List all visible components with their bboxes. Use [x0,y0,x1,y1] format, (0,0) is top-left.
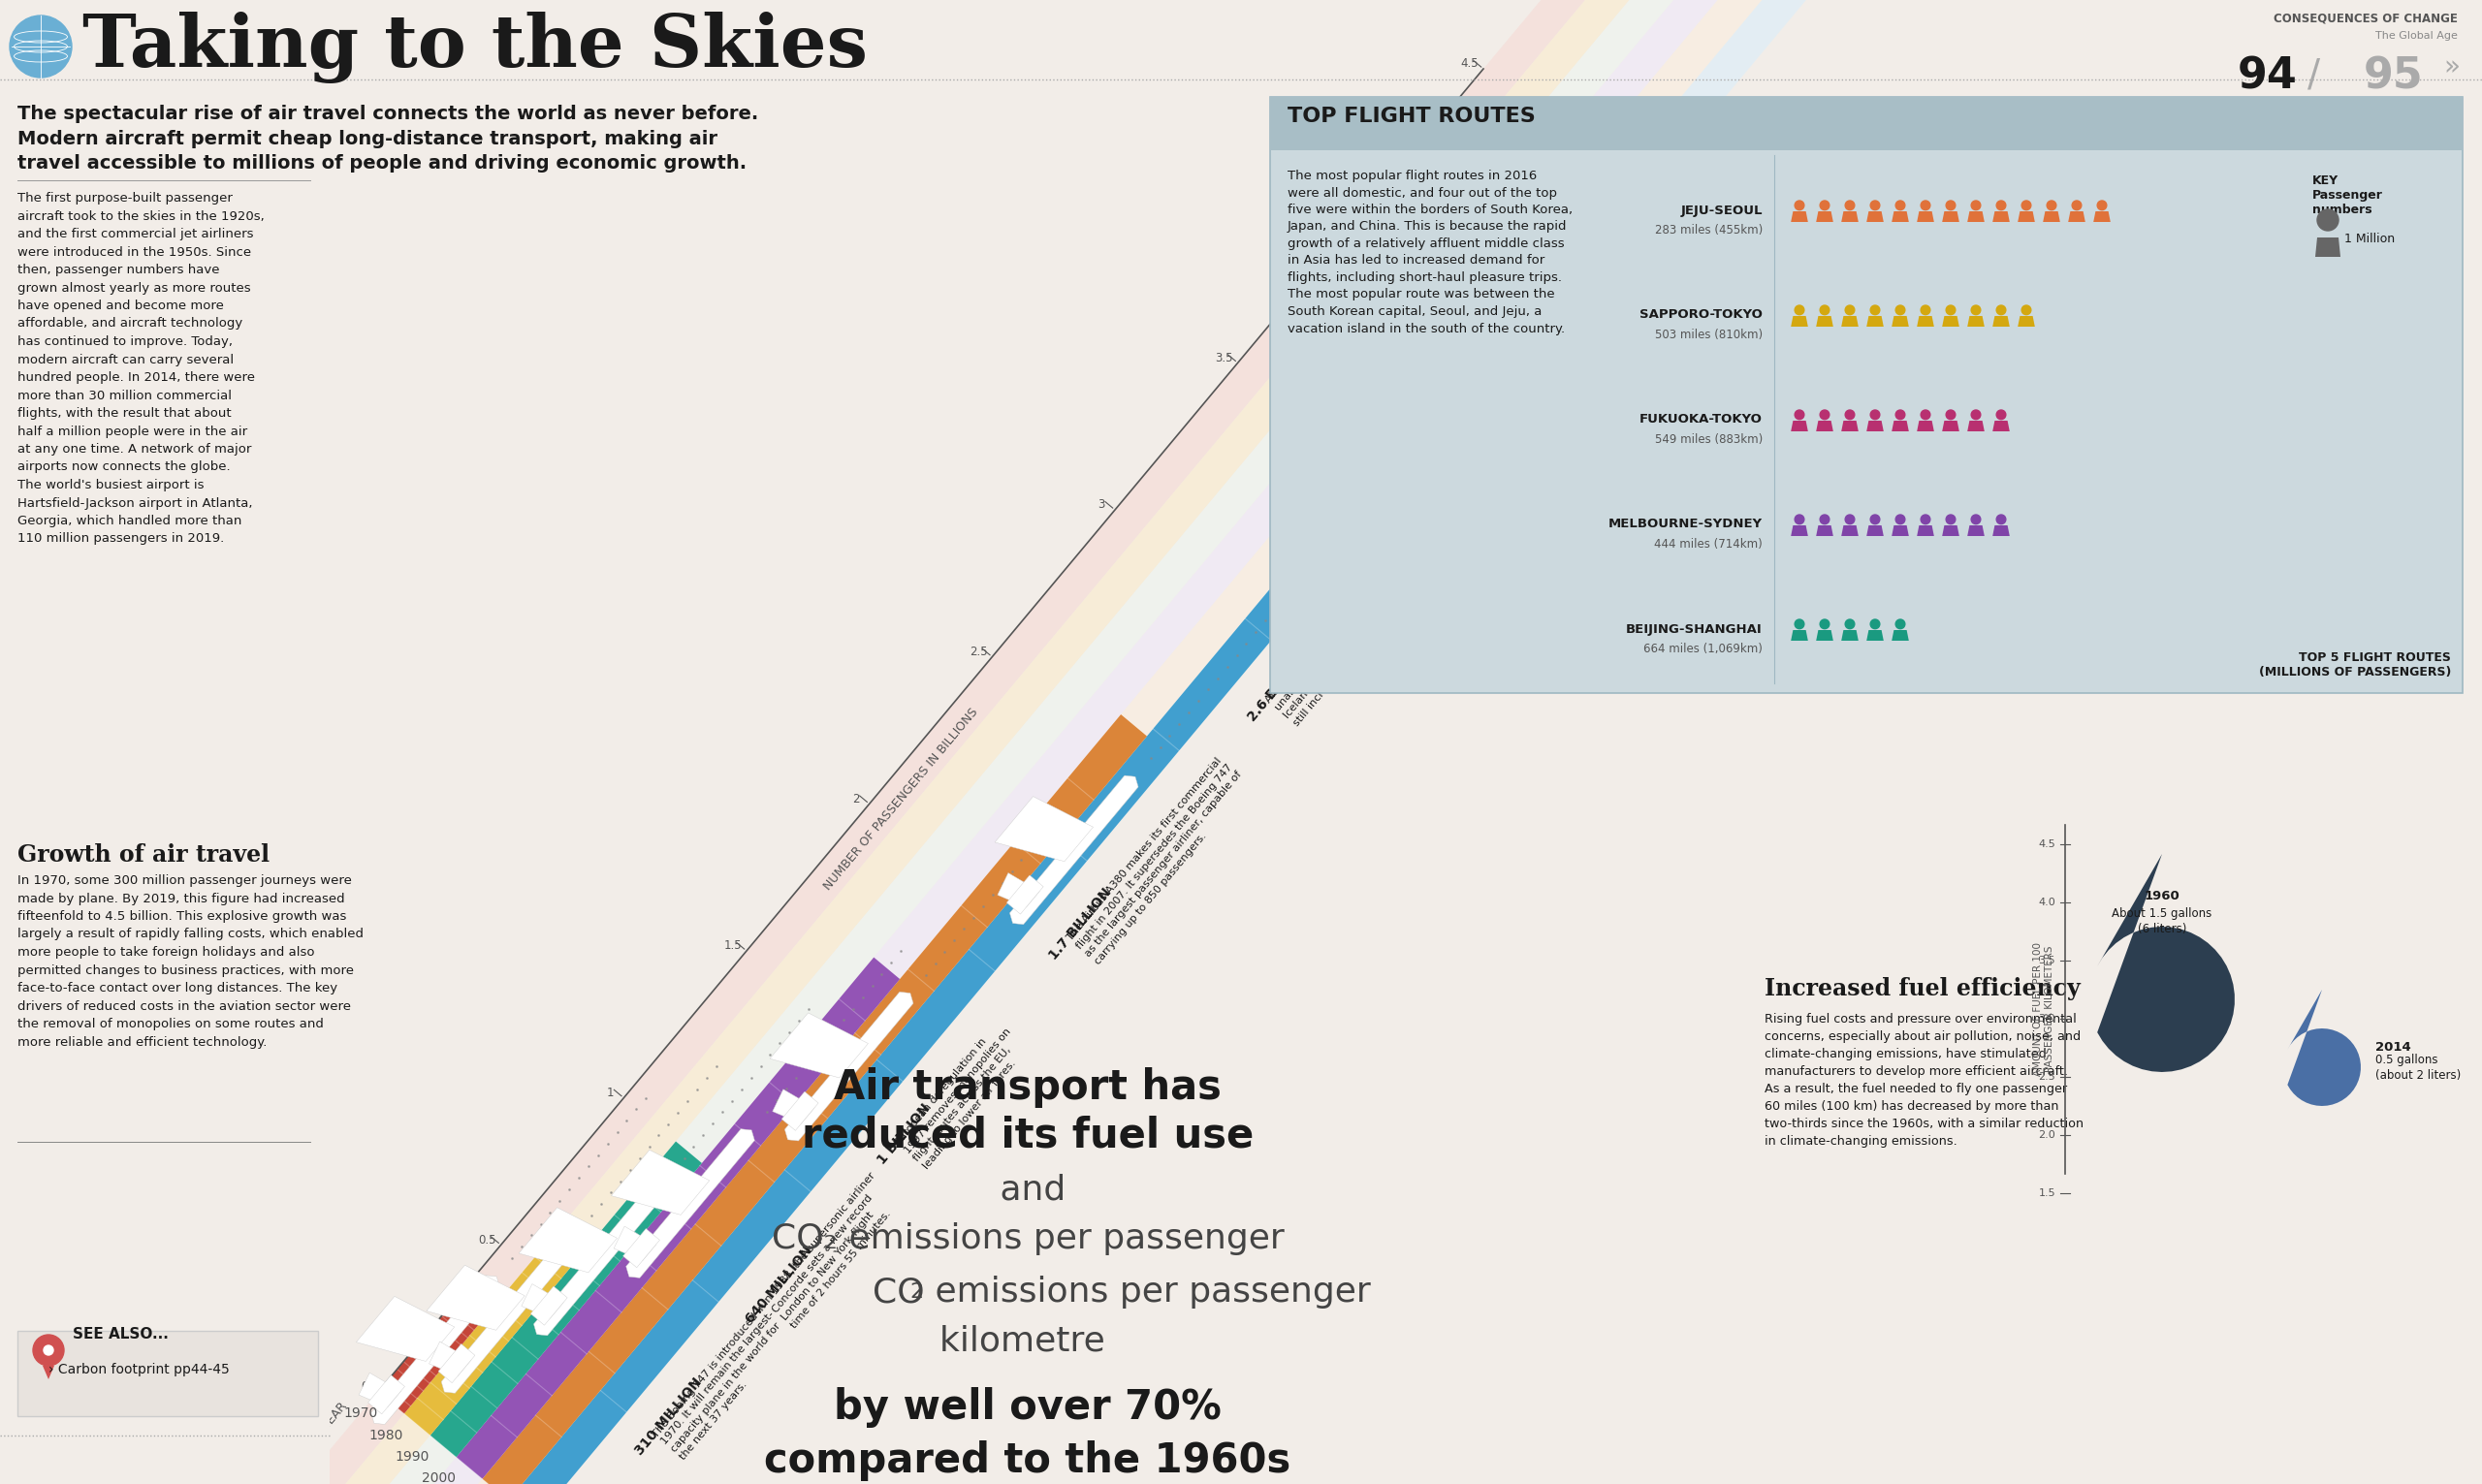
Circle shape [1819,306,1829,315]
Polygon shape [429,1342,472,1376]
Circle shape [1896,619,1906,629]
Circle shape [1871,200,1879,211]
Polygon shape [1866,211,1884,223]
Polygon shape [42,1365,55,1379]
Polygon shape [1891,525,1909,536]
Circle shape [1794,306,1804,315]
Circle shape [1844,515,1854,524]
Text: 2.6 BILLION: 2.6 BILLION [1246,647,1313,724]
Text: 1980: 1980 [370,1428,405,1442]
Polygon shape [769,1012,869,1077]
Circle shape [1946,306,1956,315]
Polygon shape [1792,631,1807,641]
Polygon shape [357,1297,454,1361]
Text: 2: 2 [908,1282,923,1301]
Text: The Airbus A380 makes its first commercial
flight in 2007. It supersedes the Boe: The Airbus A380 makes its first commerci… [1065,754,1253,966]
Circle shape [1819,410,1829,420]
Text: The first purpose-built passenger
aircraft took to the skies in the 1920s,
and t: The first purpose-built passenger aircra… [17,191,266,545]
Text: compared to the 1960s: compared to the 1960s [764,1441,1291,1481]
Text: 503 miles (810km): 503 miles (810km) [1655,328,1762,341]
Polygon shape [1866,525,1884,536]
Text: In 1970, some 300 million passenger journeys were
made by plane. By 2019, this f: In 1970, some 300 million passenger jour… [17,874,362,1048]
Circle shape [1921,515,1931,524]
Polygon shape [611,1150,710,1215]
Text: In 1988, the supersonic airliner
Concorde sets a new record
London to New York f: In 1988, the supersonic airliner Concord… [762,1171,903,1330]
Polygon shape [442,1244,571,1393]
Circle shape [1946,410,1956,420]
Text: 3.0: 3.0 [2038,1014,2055,1024]
Text: 1.7 BILLION: 1.7 BILLION [1047,884,1114,962]
Text: Estimates of the number of air
passengers suggest that about
half a billion peop: Estimates of the number of air passenger… [1551,226,1695,384]
Polygon shape [1842,420,1859,432]
Text: KEY
Passenger
numbers: KEY Passenger numbers [2313,175,2383,217]
Polygon shape [439,1345,474,1383]
Text: 283 miles (455km): 283 miles (455km) [1655,224,1762,236]
Text: 1970: 1970 [343,1407,377,1420]
Polygon shape [519,1208,618,1272]
Polygon shape [1993,525,2010,536]
Polygon shape [1817,316,1834,326]
Text: 640 MILLION: 640 MILLION [742,1244,814,1325]
Polygon shape [1817,420,1834,432]
Polygon shape [1008,876,1042,914]
Polygon shape [772,1089,814,1123]
Text: Growth of air travel: Growth of air travel [17,843,271,867]
Circle shape [2023,306,2030,315]
Circle shape [1794,515,1804,524]
Circle shape [1871,619,1879,629]
Polygon shape [429,1141,702,1457]
Polygon shape [1916,316,1933,326]
Circle shape [1896,306,1906,315]
Text: and: and [990,1174,1067,1206]
Text: 2000: 2000 [422,1472,457,1484]
Polygon shape [1866,316,1884,326]
Text: »: » [2442,53,2460,80]
Text: reduced its fuel use: reduced its fuel use [802,1116,1253,1156]
Polygon shape [1891,316,1909,326]
Polygon shape [482,714,1147,1484]
Polygon shape [1968,420,1986,432]
FancyBboxPatch shape [0,0,330,1484]
Circle shape [1921,410,1931,420]
Text: 0.5 gallons
(about 2 liters): 0.5 gallons (about 2 liters) [2375,1054,2462,1082]
Text: 1.5: 1.5 [725,939,742,953]
Text: 1: 1 [606,1086,613,1100]
Polygon shape [1993,316,2010,326]
Text: The Global Age: The Global Age [2375,31,2457,40]
Circle shape [1896,200,1906,211]
Circle shape [1896,515,1906,524]
Polygon shape [2092,211,2110,223]
Circle shape [1794,410,1804,420]
FancyBboxPatch shape [1271,96,2462,693]
Text: 2014: 2014 [2375,1042,2410,1054]
Polygon shape [1792,211,1807,223]
Circle shape [1844,410,1854,420]
Text: Although about 10 million passengers are
unable to fly due to a volcanic eruptio: Although about 10 million passengers are… [1263,525,1445,727]
Polygon shape [2068,211,2085,223]
Circle shape [1896,410,1906,420]
Polygon shape [1968,316,1986,326]
Circle shape [1971,515,1981,524]
Text: TOP 5 FLIGHT ROUTES
(MILLIONS OF PASSENGERS): TOP 5 FLIGHT ROUTES (MILLIONS OF PASSENG… [2259,651,2452,678]
Text: Rising fuel costs and pressure over environmental
concerns, especially about air: Rising fuel costs and pressure over envi… [1765,1014,2085,1147]
FancyBboxPatch shape [1271,96,2462,150]
Text: The most popular flight routes in 2016
were all domestic, and four out of the to: The most popular flight routes in 2016 w… [1288,169,1574,335]
Polygon shape [1993,420,2010,432]
Polygon shape [1842,211,1859,223]
Polygon shape [531,1287,568,1325]
FancyBboxPatch shape [17,1331,318,1416]
Polygon shape [1010,776,1139,925]
Polygon shape [1943,525,1958,536]
Text: 1.5: 1.5 [2038,1189,2055,1198]
Polygon shape [1866,631,1884,641]
Polygon shape [1916,420,1933,432]
Polygon shape [998,873,1040,907]
Text: TOP FLIGHT ROUTES: TOP FLIGHT ROUTES [1288,107,1536,126]
Polygon shape [1916,211,1933,223]
Text: NUMBER OF PASSENGERS IN BILLIONS: NUMBER OF PASSENGERS IN BILLIONS [822,705,980,892]
Circle shape [1921,200,1931,211]
Polygon shape [1817,211,1834,223]
Polygon shape [1916,525,1933,536]
